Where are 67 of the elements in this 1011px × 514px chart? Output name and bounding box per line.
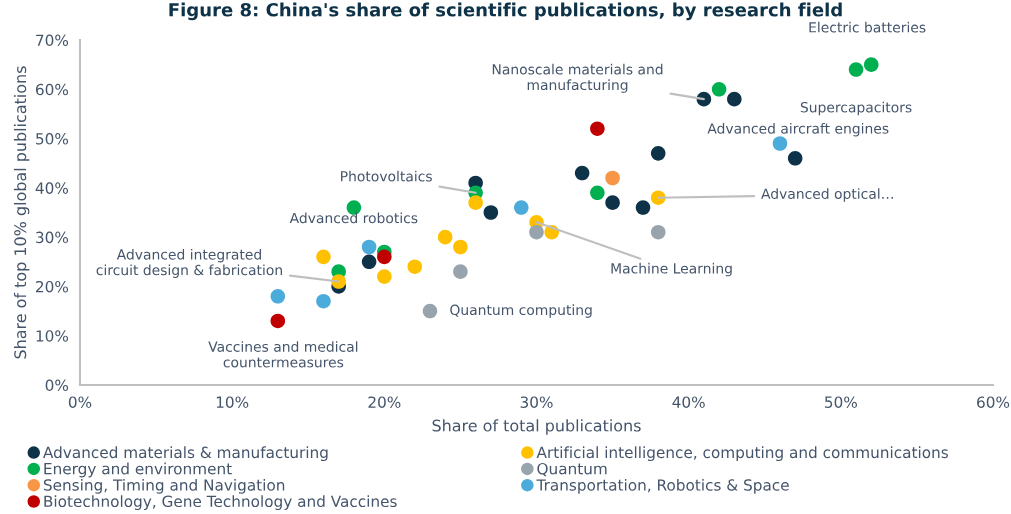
point <box>605 170 620 186</box>
x-tick-label: 0% <box>68 396 92 408</box>
point <box>590 185 605 201</box>
point <box>270 289 286 304</box>
point <box>377 249 392 265</box>
y-tick-label: 20% <box>36 280 69 293</box>
legend-label: Artificial intelligence, computing and communications <box>536 446 948 462</box>
x-tick-label: 20% <box>368 396 401 408</box>
legend-label: Energy and environment <box>44 462 232 478</box>
point <box>711 82 727 97</box>
point <box>772 136 788 151</box>
point <box>605 195 620 210</box>
y-tick-label: 50% <box>36 133 69 145</box>
point <box>787 151 803 166</box>
point <box>316 249 331 265</box>
annotation: Nanoscale materials and manufacturing <box>492 63 663 93</box>
point <box>468 195 483 210</box>
point <box>377 269 392 284</box>
point <box>650 146 666 161</box>
point <box>361 254 377 270</box>
legend-label: Advanced materials & manufacturing <box>43 446 328 462</box>
annotation: Advanced optical… <box>761 188 893 202</box>
point <box>727 91 742 107</box>
annotation: Photovoltaics <box>341 170 432 182</box>
point <box>407 259 423 274</box>
x-tick-label: 10% <box>216 396 249 408</box>
x-tick-label: 30% <box>520 396 553 408</box>
y-axis-title: Share of top 10% global publications <box>13 66 30 359</box>
legend-label: Transportation, Robotics & Space <box>536 478 789 494</box>
y-tick-label: 30% <box>36 231 69 244</box>
point <box>483 205 499 220</box>
annotation: Quantum computing <box>450 304 592 318</box>
point <box>514 200 529 215</box>
x-axis-title: Share of total publications <box>432 419 641 435</box>
annotation: Electric batteries <box>809 21 926 33</box>
point <box>422 303 438 319</box>
point <box>361 239 377 255</box>
legend-label: Quantum <box>537 462 607 477</box>
point <box>635 200 651 215</box>
y-tick-label: 60% <box>36 83 69 96</box>
annotation: Vaccines and medical countermeasures <box>208 341 358 368</box>
point <box>848 62 864 77</box>
point <box>453 264 468 279</box>
x-tick-label: 50% <box>825 396 857 408</box>
point <box>863 57 879 72</box>
annotation: Advanced integrated circuit design & fabrication <box>96 248 282 278</box>
point <box>529 224 544 240</box>
point <box>316 293 331 309</box>
x-tick-label: 60% <box>977 396 1010 408</box>
y-tick-label: 10% <box>36 330 69 342</box>
point <box>437 229 453 245</box>
chart-title: Figure 8: China's share of scientific publications, by research field <box>169 2 842 21</box>
point <box>270 313 286 329</box>
point <box>453 239 468 255</box>
point <box>650 224 666 240</box>
point <box>574 165 590 181</box>
y-tick-label: 70% <box>36 34 69 47</box>
annotation: Advanced robotics <box>289 212 418 224</box>
y-tick-label: 40% <box>35 182 69 194</box>
point <box>590 121 605 136</box>
legend-label: Biotechnology, Gene Technology and Vaccines <box>44 495 397 511</box>
annotation: Machine Learning <box>611 262 732 277</box>
annotation: Supercapacitors <box>800 101 912 116</box>
x-tick-label: 40% <box>672 396 705 408</box>
y-tick-label: 0% <box>45 379 69 392</box>
legend-label: Sensing, Timing and Navigation <box>43 478 285 494</box>
annotation: Advanced aircraft engines <box>707 122 889 137</box>
